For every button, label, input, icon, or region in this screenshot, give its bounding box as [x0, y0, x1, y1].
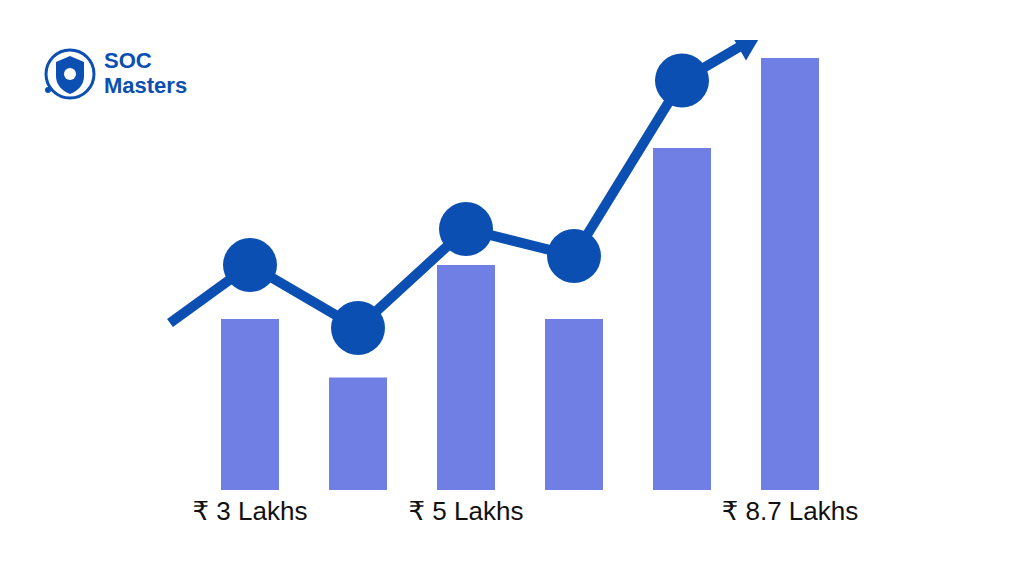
- svg-text:₹ 5 Lakhs: ₹ 5 Lakhs: [409, 496, 524, 526]
- html-text:SOC Masters: SOC Masters: [104, 48, 188, 98]
- svg-text:₹ 8.7 Lakhs: ₹ 8.7 Lakhs: [722, 496, 859, 526]
- svg-text:₹ 3 Lakhs: ₹ 3 Lakhs: [193, 496, 308, 526]
